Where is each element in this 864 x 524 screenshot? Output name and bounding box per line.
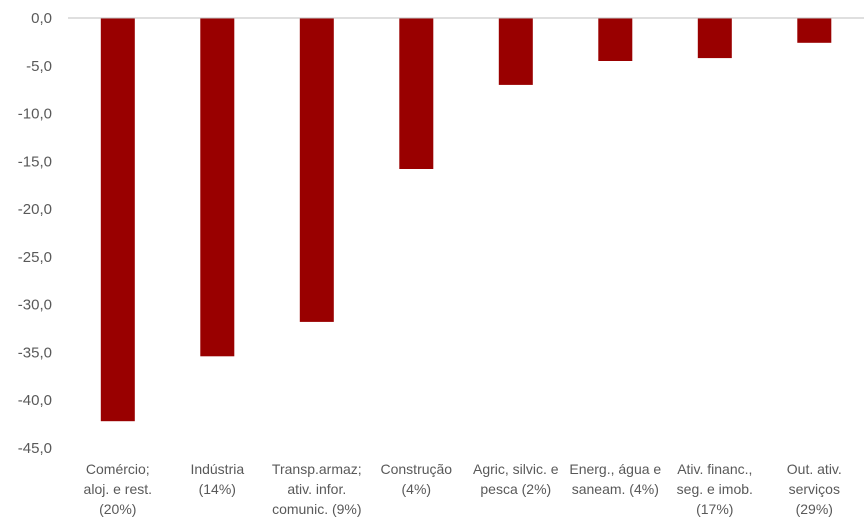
x-tick-label: Indústria (14%) xyxy=(190,461,244,497)
y-tick-label: -30,0 xyxy=(18,297,52,314)
x-tick-label: Construção (4%) xyxy=(381,461,453,497)
bar xyxy=(598,18,633,61)
x-tick-label: Energ., água e saneam. (4%) xyxy=(569,461,661,497)
y-tick-label: -15,0 xyxy=(18,153,52,170)
x-tick-label: Transp.armaz; ativ. infor. comunic. (9%) xyxy=(272,461,362,517)
bar xyxy=(100,18,135,422)
x-tick-label-line: aloj. e rest. xyxy=(84,481,152,497)
bars xyxy=(100,18,832,422)
x-tick-label-line: Agric, silvic. e xyxy=(473,461,559,477)
bar xyxy=(498,18,533,85)
bar xyxy=(299,18,334,322)
x-tick-label-line: Out. ativ. xyxy=(787,461,842,477)
x-tick-label-line: serviços xyxy=(789,481,840,497)
x-tick-label: Ativ. financ., seg. e imob. (17%) xyxy=(677,461,753,517)
x-tick-label-line: (14%) xyxy=(199,481,236,497)
x-tick-label-line: Transp.armaz; xyxy=(272,461,362,477)
x-tick-label-line: (4%) xyxy=(402,481,432,497)
y-tick-label: -5,0 xyxy=(26,58,52,75)
bar xyxy=(797,18,832,43)
x-tick-label-line: comunic. (9%) xyxy=(272,501,361,517)
y-tick-label: -40,0 xyxy=(18,392,52,409)
bar xyxy=(697,18,732,59)
x-tick-label-line: Ativ. financ., xyxy=(677,461,752,477)
x-tick-label-line: saneam. (4%) xyxy=(572,481,659,497)
y-tick-label: 0,0 xyxy=(31,10,52,27)
y-tick-label: -45,0 xyxy=(18,440,52,457)
x-tick-label-line: Construção xyxy=(381,461,453,477)
y-tick-label: -20,0 xyxy=(18,201,52,218)
x-tick-label-line: Indústria xyxy=(190,461,244,477)
x-tick-label-line: Energ., água e xyxy=(569,461,661,477)
x-tick-label-line: pesca (2%) xyxy=(480,481,551,497)
y-axis-ticks: 0,0 -5,0 -10,0 -15,0 -20,0 -25,0 -30,0 -35,0 -40… xyxy=(18,10,52,457)
x-tick-label: Out. ativ. serviços (29%) xyxy=(787,461,842,517)
x-tick-label: Agric, silvic. e pesca (2%) xyxy=(473,461,559,497)
bar xyxy=(200,18,235,357)
x-tick-label-line: seg. e imob. xyxy=(677,481,753,497)
x-tick-label-line: Comércio; xyxy=(86,461,150,477)
x-tick-label-line: (20%) xyxy=(99,501,136,517)
bar xyxy=(399,18,434,169)
y-tick-label: -10,0 xyxy=(18,106,52,123)
x-tick-label-line: (29%) xyxy=(796,501,833,517)
x-tick-label-line: (17%) xyxy=(696,501,733,517)
y-tick-label: -35,0 xyxy=(18,344,52,361)
x-axis-labels: Comércio; aloj. e rest. (20%) Indústria (14%… xyxy=(84,461,842,517)
x-tick-label-line: ativ. infor. xyxy=(287,481,346,497)
x-tick-label: Comércio; aloj. e rest. (20%) xyxy=(84,461,152,517)
y-tick-label: -25,0 xyxy=(18,249,52,266)
